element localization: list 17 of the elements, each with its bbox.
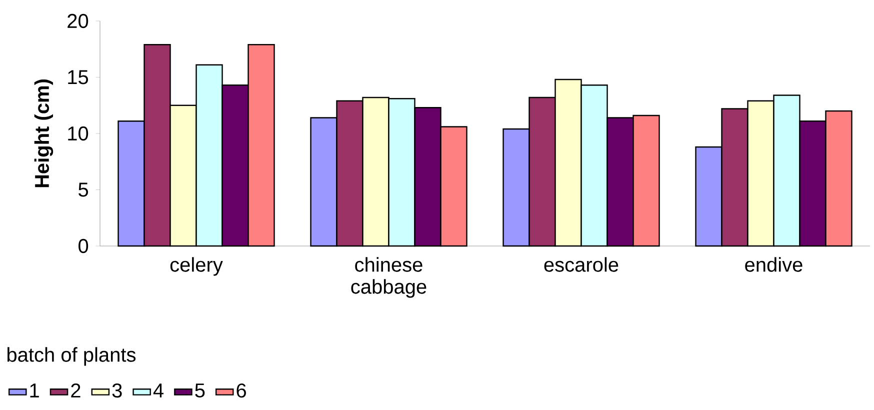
legend-title: batch of plants [7,347,136,366]
x-tick-label: escarole [544,257,618,272]
x-tick-label: chinese cabbage [351,257,426,298]
x-tick-label: endive [745,257,802,272]
y-tick-label: 5 [78,182,88,197]
legend-label: 6 [236,383,246,398]
y-axis-title: Height (cm) [34,80,54,188]
legend-label: 5 [195,384,205,398]
legend-label: 3 [112,383,122,398]
x-tick-label: celery [170,257,223,276]
y-tick-label: 20 [68,14,88,28]
legend-label: 4 [153,384,164,398]
y-tick-label: 10 [68,126,88,141]
y-tick-label: 0 [78,238,88,254]
legend-label: 1 [30,384,39,398]
y-tick-label: 15 [68,70,88,84]
legend-label: 2 [71,383,80,398]
